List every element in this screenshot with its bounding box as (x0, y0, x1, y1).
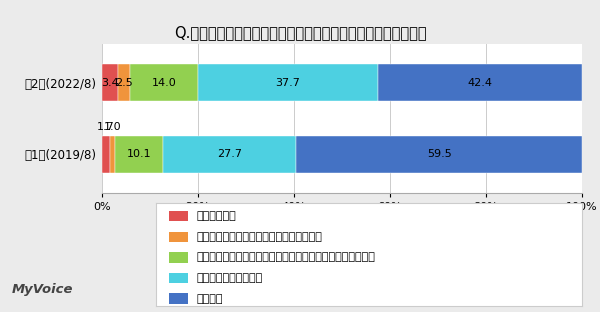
Bar (110, 136, 115, 173)
Bar (115, 136, 163, 173)
Text: 2.5: 2.5 (115, 78, 133, 88)
Text: 聞いたことがある程度: 聞いたことがある程度 (196, 273, 263, 283)
Text: 37.7: 37.7 (275, 78, 301, 88)
Bar (118, 64, 130, 101)
Text: 1.7: 1.7 (97, 122, 115, 132)
FancyBboxPatch shape (169, 293, 188, 304)
Text: 現在は利用していないが以前利用していた: 現在は利用していないが以前利用していた (196, 232, 322, 242)
FancyBboxPatch shape (169, 273, 188, 283)
Text: 知らない: 知らない (196, 294, 223, 304)
FancyBboxPatch shape (169, 252, 188, 262)
Text: 27.7: 27.7 (217, 149, 242, 159)
Text: 59.5: 59.5 (427, 149, 452, 159)
Text: 10.1: 10.1 (127, 149, 152, 159)
Text: 利用している: 利用している (196, 211, 236, 221)
Text: MyVoice: MyVoice (12, 283, 74, 296)
Text: どのようなものか内容を知っているが、利用したことはない: どのようなものか内容を知っているが、利用したことはない (196, 252, 376, 262)
Bar (102, 64, 118, 101)
Text: 3.4: 3.4 (101, 78, 119, 88)
Text: 1.0: 1.0 (104, 122, 121, 132)
Bar (379, 64, 582, 101)
Bar (197, 64, 379, 101)
Bar (102, 136, 110, 173)
Bar (163, 136, 296, 173)
Bar (130, 64, 197, 101)
FancyBboxPatch shape (169, 232, 188, 242)
Text: Q.完全栄養食を知っていますか？利用したことがありますか？: Q.完全栄養食を知っていますか？利用したことがありますか？ (173, 25, 427, 40)
FancyBboxPatch shape (169, 211, 188, 221)
Text: 42.4: 42.4 (468, 78, 493, 88)
Bar (296, 136, 582, 173)
Text: 14.0: 14.0 (152, 78, 176, 88)
